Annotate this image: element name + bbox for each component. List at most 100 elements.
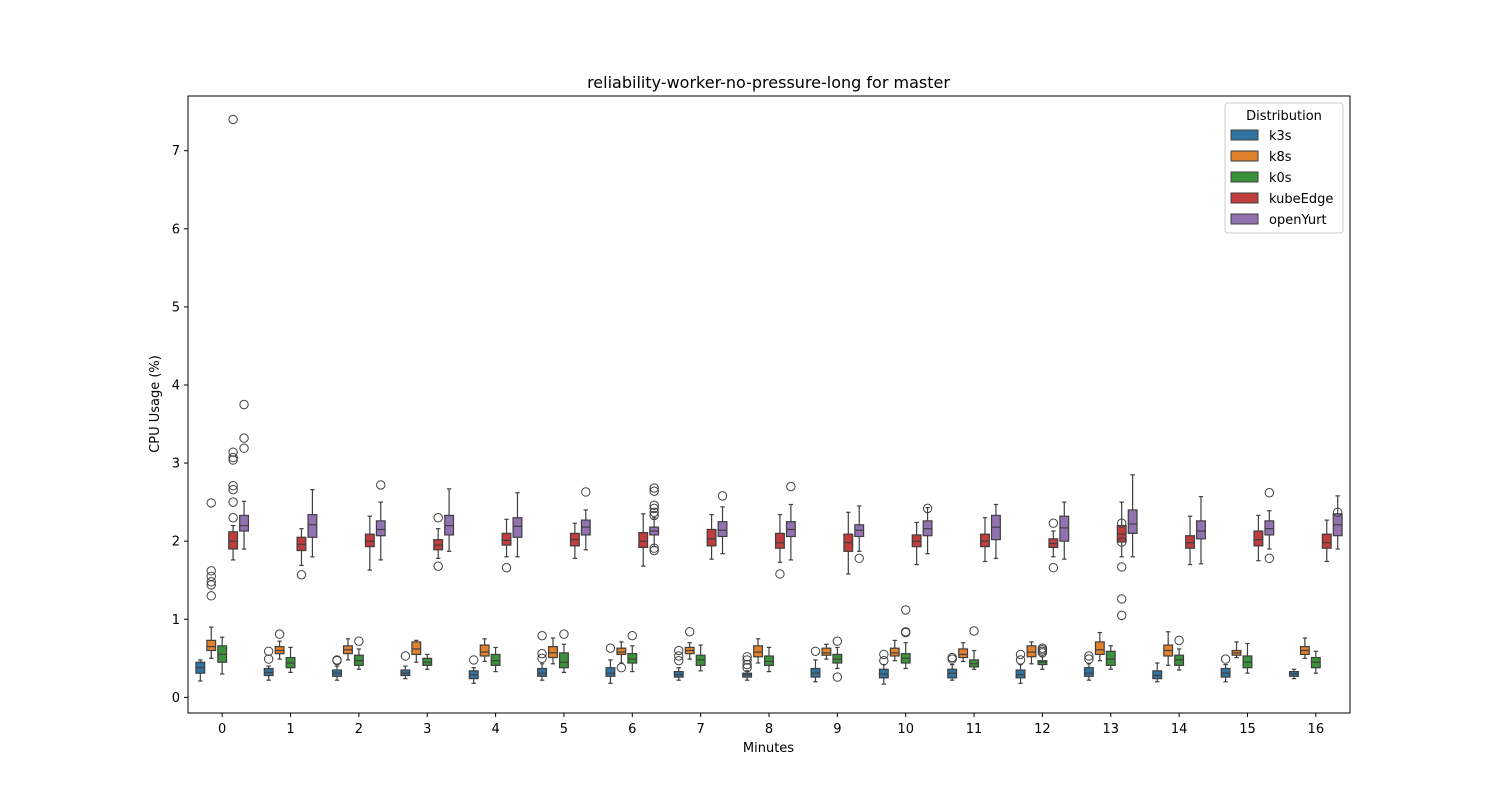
outlier-point	[649, 545, 659, 556]
outlier-point	[228, 497, 238, 507]
outlier-point	[1117, 594, 1127, 604]
outlier-point	[228, 455, 238, 465]
x-tick-label: 8	[765, 722, 773, 737]
box-openYurt	[1196, 520, 1206, 540]
box-k3s	[1083, 667, 1094, 677]
outlier-point	[674, 651, 684, 661]
y-tick-label: 7	[172, 144, 180, 159]
outlier-point	[1220, 654, 1231, 664]
outlier-point	[786, 481, 796, 492]
legend-label-openYurt: openYurt	[1269, 213, 1327, 228]
box-k8s	[821, 647, 832, 656]
box-openYurt	[307, 514, 318, 538]
outlier-point	[854, 553, 864, 564]
outlier-point	[263, 646, 274, 656]
outlier-point	[1048, 518, 1059, 528]
outlier-point	[228, 447, 238, 457]
box-kubeEdge	[501, 532, 512, 546]
box-kubeEdge	[774, 532, 785, 549]
outlier-point	[581, 487, 591, 497]
box-kubeEdge	[364, 533, 375, 548]
x-tick-label: 16	[1308, 722, 1325, 737]
box-kubeEdge	[1321, 533, 1332, 549]
outlier-point	[228, 484, 238, 495]
box-k8s	[1026, 645, 1037, 658]
outlier-point	[400, 651, 411, 661]
series-openYurt	[239, 399, 1343, 565]
box-kubeEdge	[1253, 530, 1264, 547]
legend-swatch-k8s	[1230, 150, 1259, 162]
legend: Distribution k3s k8s k0s kubeEdge openYurt	[1224, 102, 1344, 234]
box-k3s	[605, 667, 616, 677]
outlier-point	[922, 503, 933, 514]
outlier-point	[649, 543, 659, 553]
outlier-point	[206, 498, 216, 508]
outlier-point	[296, 570, 307, 580]
outlier-point	[228, 513, 238, 523]
outlier-point	[627, 630, 637, 641]
outlier-point	[239, 433, 249, 443]
box-k8s	[1094, 641, 1105, 656]
outlier-point	[879, 655, 889, 666]
outlier-point	[649, 483, 659, 493]
outlier-point	[901, 605, 911, 615]
box-k8s	[411, 641, 422, 656]
x-tick-label: 7	[697, 722, 705, 737]
x-tick-label: 2	[355, 722, 363, 737]
box-openYurt	[239, 514, 250, 532]
legend-label-k3s: k3s	[1269, 129, 1292, 144]
outlier-point	[605, 643, 616, 653]
series-k8s	[206, 498, 1310, 673]
outlier-point	[775, 569, 785, 579]
outlier-point	[832, 672, 843, 682]
axes-frame	[187, 95, 1351, 714]
outlier-point	[1174, 635, 1184, 646]
outlier-point	[1037, 643, 1048, 653]
outlier-point	[879, 649, 889, 660]
x-tick-label: 0	[218, 722, 226, 737]
outlier-point	[742, 663, 752, 673]
outlier-point	[354, 636, 364, 646]
outlier-point	[649, 510, 659, 521]
box-k0s	[764, 655, 774, 666]
y-tick-label: 6	[172, 222, 180, 237]
series-k0s	[217, 605, 1321, 682]
box-k0s	[558, 652, 569, 669]
outlier-point	[1332, 507, 1343, 517]
outlier-point	[501, 563, 512, 573]
outlier-point	[1117, 537, 1127, 547]
outlier-point	[206, 566, 216, 576]
box-kubeEdge	[706, 528, 717, 547]
outlier-point	[947, 652, 957, 663]
outlier-point	[228, 114, 238, 125]
outlier-point	[1117, 518, 1127, 528]
box-openYurt	[375, 520, 386, 537]
series-k3s	[195, 630, 1299, 685]
box-kubeEdge	[638, 531, 649, 549]
legend-label-kubeEdge: kubeEdge	[1269, 192, 1333, 207]
series-kubeEdge	[228, 114, 1332, 621]
outlier-point	[685, 627, 695, 637]
outlier-point	[649, 503, 659, 514]
outlier-point	[649, 507, 659, 517]
outlier-point	[649, 500, 659, 510]
outlier-point	[239, 399, 249, 410]
box-kubeEdge	[980, 533, 990, 548]
x-tick-label: 13	[1102, 722, 1119, 737]
legend-swatch-k3s	[1230, 129, 1259, 141]
outlier-point	[433, 513, 443, 523]
outlier-point	[239, 443, 249, 453]
y-tick-label: 2	[172, 535, 180, 550]
y-axis-label: CPU Usage (%)	[148, 355, 163, 453]
legend-label-k8s: k8s	[1269, 150, 1292, 165]
outlier-point	[674, 645, 684, 656]
legend-title: Distribution	[1246, 109, 1322, 124]
box-k8s	[206, 639, 217, 652]
outlier-point	[263, 654, 274, 664]
outlier-point	[228, 481, 238, 491]
outlier-point	[206, 577, 216, 587]
box-openYurt	[1127, 509, 1138, 534]
legend-swatch-openYurt	[1230, 213, 1259, 225]
outlier-point	[206, 591, 216, 601]
box-openYurt	[717, 521, 728, 538]
